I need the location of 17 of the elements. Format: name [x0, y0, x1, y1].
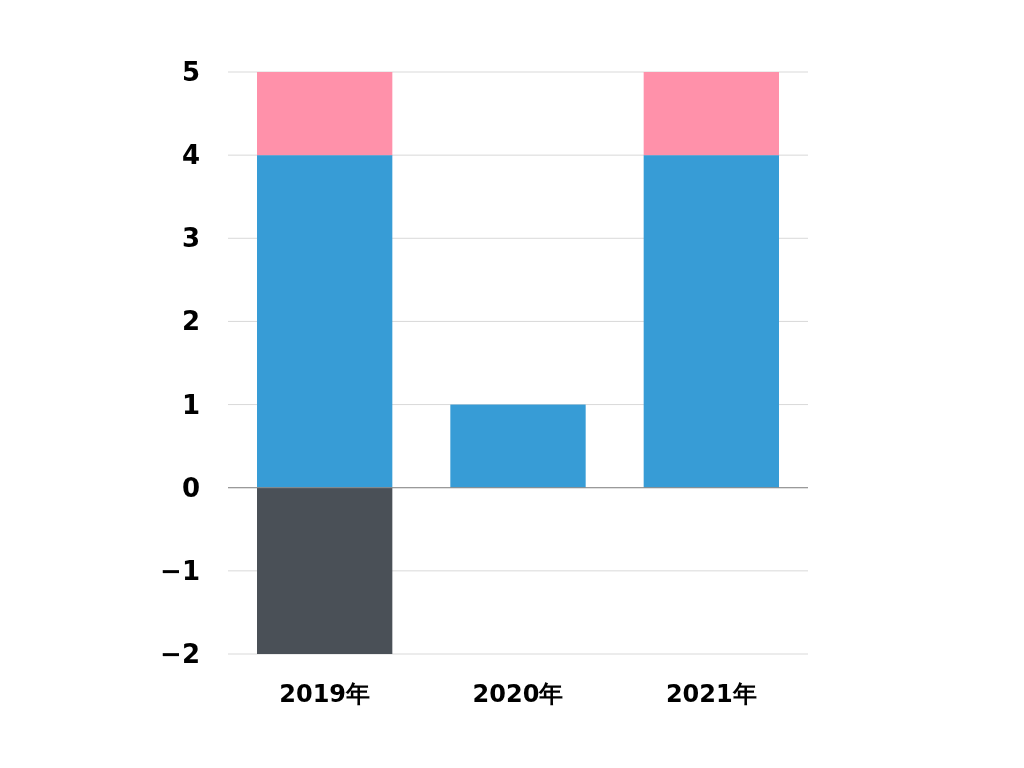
bar: [450, 404, 586, 488]
bar: [643, 155, 779, 488]
y-tick-label: 1: [181, 389, 200, 420]
bar: [257, 155, 393, 488]
y-tick-label: 4: [181, 140, 200, 171]
bar: [257, 487, 393, 654]
x-tick-label: 2019年: [279, 680, 371, 708]
bar: [257, 72, 393, 156]
y-tick-label: 0: [181, 472, 200, 503]
y-tick-label: 5: [181, 57, 200, 87]
y-tick-label: −2: [160, 639, 200, 669]
y-tick-label: 2: [181, 306, 200, 337]
x-tick-label: 2021年: [665, 680, 757, 708]
bar: [643, 72, 779, 156]
y-tick-label: 3: [181, 223, 200, 254]
y-tick-label: −1: [160, 555, 200, 586]
x-tick-label: 2020年: [472, 680, 564, 708]
